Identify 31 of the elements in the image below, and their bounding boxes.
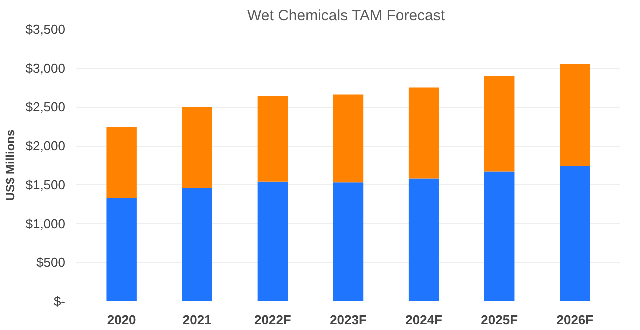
bar [333, 182, 364, 302]
bar [106, 127, 137, 198]
x-tick-label: 2020 [107, 312, 136, 328]
x-tick-label: 2024F [406, 312, 443, 328]
x-tick-label: 2026F [556, 312, 594, 328]
bar [182, 107, 212, 188]
bar [484, 172, 515, 302]
y-tick-label: $2,000 [26, 138, 66, 154]
y-tick-label: $1,500 [26, 177, 66, 192]
bar [258, 96, 288, 182]
y-tick-label: $1,000 [26, 216, 66, 232]
bar [484, 76, 515, 172]
y-tick-label: $- [54, 294, 66, 309]
bar [258, 182, 288, 302]
bar [333, 94, 364, 183]
x-tick-label: 2023F [330, 312, 367, 328]
bar [560, 166, 590, 302]
y-tick-label: $2,500 [26, 100, 66, 115]
y-axis-title: US$ Millions [4, 130, 18, 202]
chart-title: Wet Chemicals TAM Forecast [248, 8, 446, 24]
bar [408, 178, 440, 302]
y-tick-label: $3,000 [26, 60, 66, 76]
x-tick-label: 2022F [254, 312, 292, 328]
y-tick-label: $3,500 [26, 22, 66, 37]
bar [106, 198, 137, 302]
x-tick-label: 2021 [182, 312, 212, 328]
bar [182, 188, 212, 302]
bar [408, 88, 440, 179]
x-tick-label: 2025F [481, 312, 518, 328]
y-tick-label: $500 [36, 255, 66, 270]
bar [560, 64, 590, 166]
